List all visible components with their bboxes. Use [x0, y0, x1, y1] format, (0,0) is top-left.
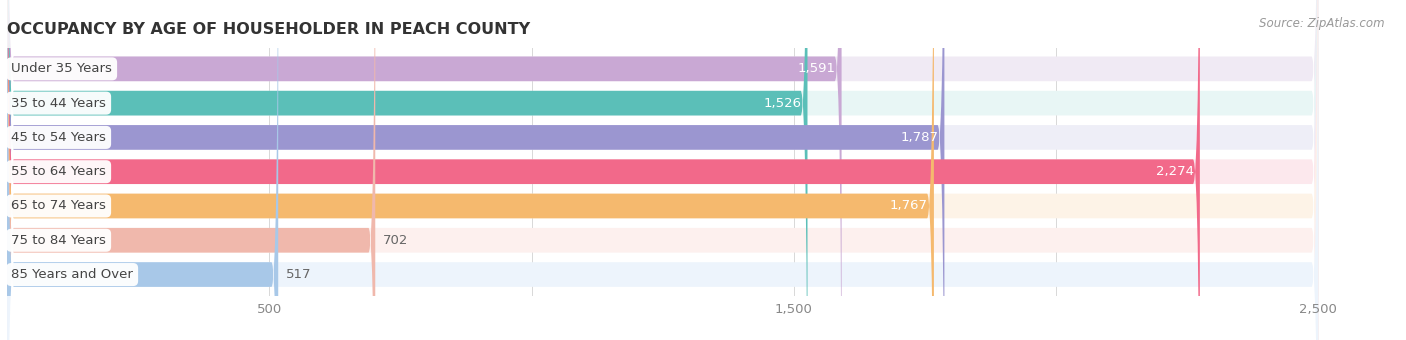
FancyBboxPatch shape [7, 0, 1319, 340]
Text: 65 to 74 Years: 65 to 74 Years [11, 200, 105, 212]
FancyBboxPatch shape [7, 0, 1199, 340]
FancyBboxPatch shape [7, 0, 807, 340]
FancyBboxPatch shape [7, 0, 1319, 340]
FancyBboxPatch shape [7, 0, 1319, 340]
FancyBboxPatch shape [7, 0, 945, 340]
Text: 1,591: 1,591 [797, 62, 835, 75]
FancyBboxPatch shape [7, 0, 278, 340]
Text: 45 to 54 Years: 45 to 54 Years [11, 131, 105, 144]
FancyBboxPatch shape [7, 0, 375, 340]
FancyBboxPatch shape [7, 0, 1319, 340]
Text: Source: ZipAtlas.com: Source: ZipAtlas.com [1260, 17, 1385, 30]
FancyBboxPatch shape [7, 0, 1319, 340]
Text: 1,767: 1,767 [890, 200, 928, 212]
FancyBboxPatch shape [7, 0, 934, 340]
Text: 702: 702 [382, 234, 409, 247]
Text: 1,787: 1,787 [900, 131, 938, 144]
Text: 2,274: 2,274 [1156, 165, 1194, 178]
Text: 75 to 84 Years: 75 to 84 Years [11, 234, 105, 247]
Text: 85 Years and Over: 85 Years and Over [11, 268, 134, 281]
FancyBboxPatch shape [7, 0, 1319, 340]
FancyBboxPatch shape [7, 0, 842, 340]
Text: Under 35 Years: Under 35 Years [11, 62, 112, 75]
Text: 1,526: 1,526 [763, 97, 801, 109]
Text: 55 to 64 Years: 55 to 64 Years [11, 165, 105, 178]
Text: OCCUPANCY BY AGE OF HOUSEHOLDER IN PEACH COUNTY: OCCUPANCY BY AGE OF HOUSEHOLDER IN PEACH… [7, 22, 530, 37]
FancyBboxPatch shape [7, 0, 1319, 340]
Text: 35 to 44 Years: 35 to 44 Years [11, 97, 105, 109]
Text: 517: 517 [285, 268, 312, 281]
